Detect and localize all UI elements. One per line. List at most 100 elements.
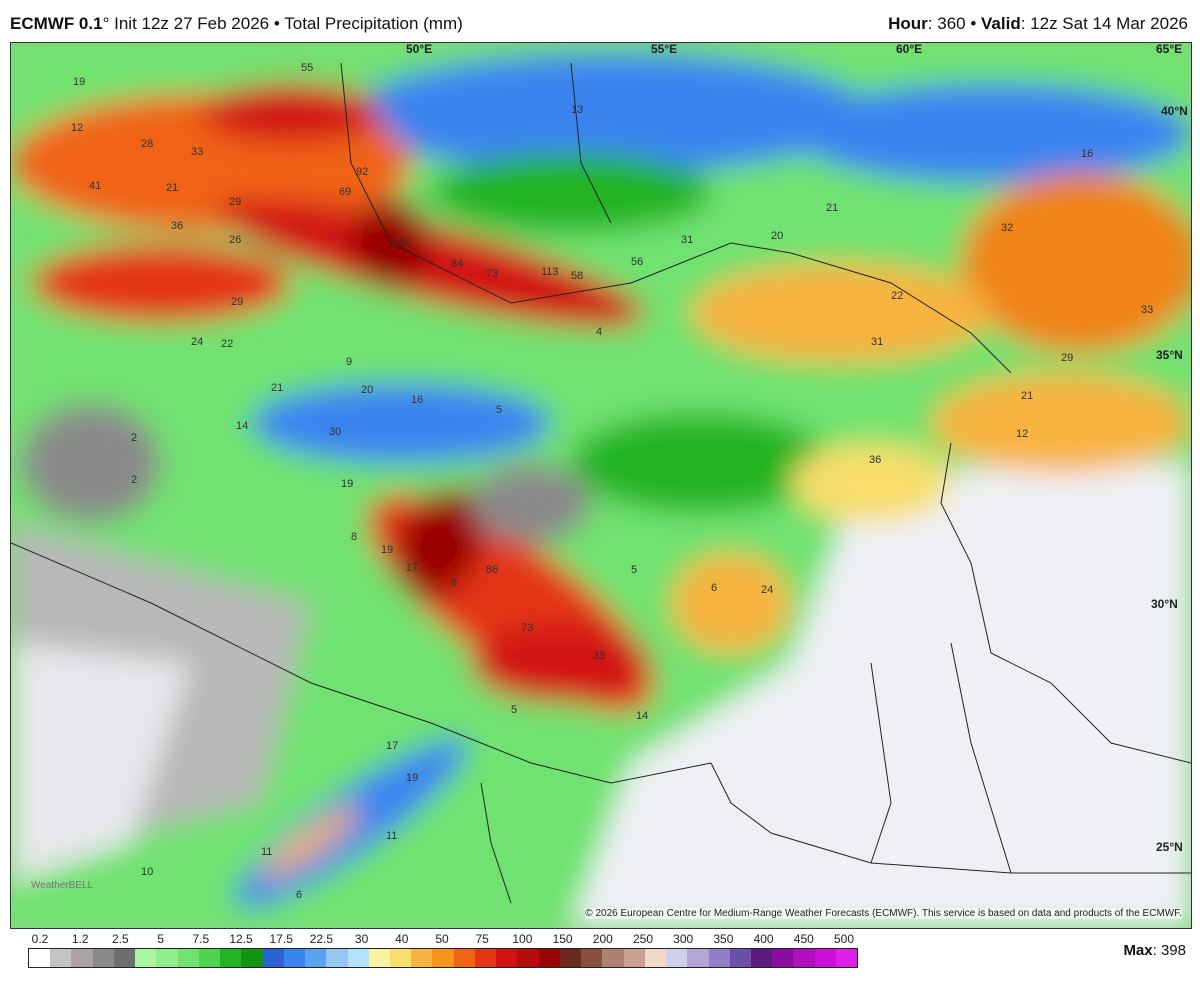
precip-value-label: 21	[166, 182, 178, 194]
graticule-label: 50°E	[406, 43, 432, 56]
colorbar-swatch	[708, 949, 730, 967]
valid-time: 12z Sat 14 Mar 2026	[1030, 14, 1188, 33]
colorbar-swatch	[687, 949, 709, 967]
precip-value-label: 2	[131, 474, 137, 486]
precip-value-label: 22	[891, 290, 903, 302]
precip-value-label: 5	[511, 704, 517, 716]
colorbar-swatch	[113, 949, 136, 967]
colorbar-swatch	[389, 949, 412, 967]
precip-value-label: 29	[1061, 352, 1073, 364]
colorbar-swatch	[198, 949, 221, 967]
precip-value-label: 6	[711, 582, 717, 594]
precip-value-label: 16	[1081, 148, 1093, 160]
title-left: ECMWF 0.1° Init 12z 27 Feb 2026 • Total …	[10, 14, 463, 34]
graticule-labels: 50°E 55°E 60°E 65°E 40°N 35°N 30°N 25°N	[406, 43, 1188, 854]
colorbar-swatch	[666, 949, 688, 967]
precip-value-label: 20	[361, 384, 373, 396]
colorbar-swatch	[50, 949, 72, 967]
max-number: 398	[1160, 942, 1186, 959]
colorbar-swatch	[241, 949, 263, 967]
init-time: Init 12z 27 Feb 2026	[114, 14, 270, 33]
graticule-label: 35°N	[1156, 348, 1183, 362]
precip-value-label: 29	[231, 296, 243, 308]
borders	[11, 62, 1191, 904]
precip-value-label: 14	[236, 420, 248, 432]
colorbar	[28, 948, 858, 968]
colorbar-swatch	[368, 949, 390, 967]
precip-value-label: 6	[451, 577, 457, 589]
colorbar-swatch	[517, 949, 539, 967]
separator: •	[273, 14, 280, 33]
colorbar-swatch	[220, 949, 242, 967]
colorbar-swatch	[305, 949, 327, 967]
precip-value-label: 17	[386, 740, 398, 752]
colorbar-swatch	[772, 949, 794, 967]
colorbar-tick: 40	[395, 932, 409, 946]
colorbar-swatch	[623, 949, 645, 967]
colorbar-swatch	[835, 949, 858, 967]
precip-value-label: 92	[356, 166, 368, 178]
colorbar-swatch	[453, 949, 475, 967]
colorbar-swatch	[326, 949, 348, 967]
precip-value-label: 21	[826, 202, 838, 214]
precip-value-label: 4	[596, 326, 602, 338]
colorbar-swatch	[411, 949, 433, 967]
precip-value-label: 31	[871, 336, 883, 348]
precip-value-label: 24	[191, 336, 203, 348]
colorbar-swatch	[135, 949, 157, 967]
precip-value-label: 58	[571, 270, 583, 282]
precip-value-label: 73	[486, 268, 498, 280]
colorbar-tick: 7.5	[192, 932, 210, 946]
precip-value-label: 73	[521, 622, 533, 634]
colorbar-tick: 17.5	[269, 932, 293, 946]
precip-value-label: 13	[571, 104, 583, 116]
precip-value-label: 5	[496, 404, 502, 416]
precip-value-label: 21	[1021, 390, 1033, 402]
precip-value-label: 12	[71, 122, 83, 134]
precip-value-label: 33	[593, 650, 605, 662]
precip-value-label: 36	[171, 220, 183, 232]
colorbar-tick: 22.5	[309, 932, 334, 946]
precip-fill	[11, 43, 1191, 928]
graticule-label: 60°E	[896, 43, 922, 56]
valid-label: Valid	[981, 14, 1021, 33]
colorbar-tick: 1.2	[71, 932, 89, 946]
colorbar-swatch	[793, 949, 815, 967]
precip-value-label: 14	[636, 710, 648, 722]
colorbar-tick: 5	[157, 932, 164, 946]
colorbar-swatch	[262, 949, 284, 967]
precip-value-label: 31	[681, 234, 693, 246]
colorbar-swatch	[750, 949, 773, 967]
precip-value-label: 20	[771, 230, 783, 242]
colorbar-swatch	[538, 949, 560, 967]
colorbar-tick: 500	[833, 932, 855, 946]
colorbar-tick: 30	[354, 932, 369, 946]
precip-value-label: 24	[761, 584, 773, 596]
precip-value-label: 55	[301, 62, 313, 74]
colorbar-tick: 200	[592, 932, 613, 946]
precip-value-label: 9	[346, 356, 352, 368]
precip-value-label: 19	[406, 772, 418, 784]
precip-value-label: 33	[191, 146, 203, 158]
graticule-label: 55°E	[651, 43, 677, 56]
precip-value-label: 84	[451, 258, 463, 270]
max-value: Max: 398	[1123, 942, 1186, 959]
colorbar-swatch	[29, 949, 51, 967]
hour-label: Hour	[888, 14, 928, 33]
colorbar-swatch	[644, 949, 667, 967]
colorbar-swatch	[581, 949, 603, 967]
precip-value-label: 11	[261, 846, 272, 858]
colorbar-swatch	[283, 949, 306, 967]
precip-value-label: 86	[486, 564, 498, 576]
colorbar-tick: 12.5	[229, 932, 253, 946]
colorbar-swatch	[602, 949, 624, 967]
precip-value-label: 11	[386, 830, 397, 842]
graticule-label: 65°E	[1156, 43, 1182, 56]
max-label: Max	[1123, 942, 1153, 959]
precip-value-label: 28	[141, 138, 153, 150]
precip-value-label: 16	[411, 394, 423, 406]
precip-value-label: 22	[221, 338, 233, 350]
colorbar-swatch	[177, 949, 199, 967]
graticule-label: 40°N	[1161, 104, 1188, 118]
